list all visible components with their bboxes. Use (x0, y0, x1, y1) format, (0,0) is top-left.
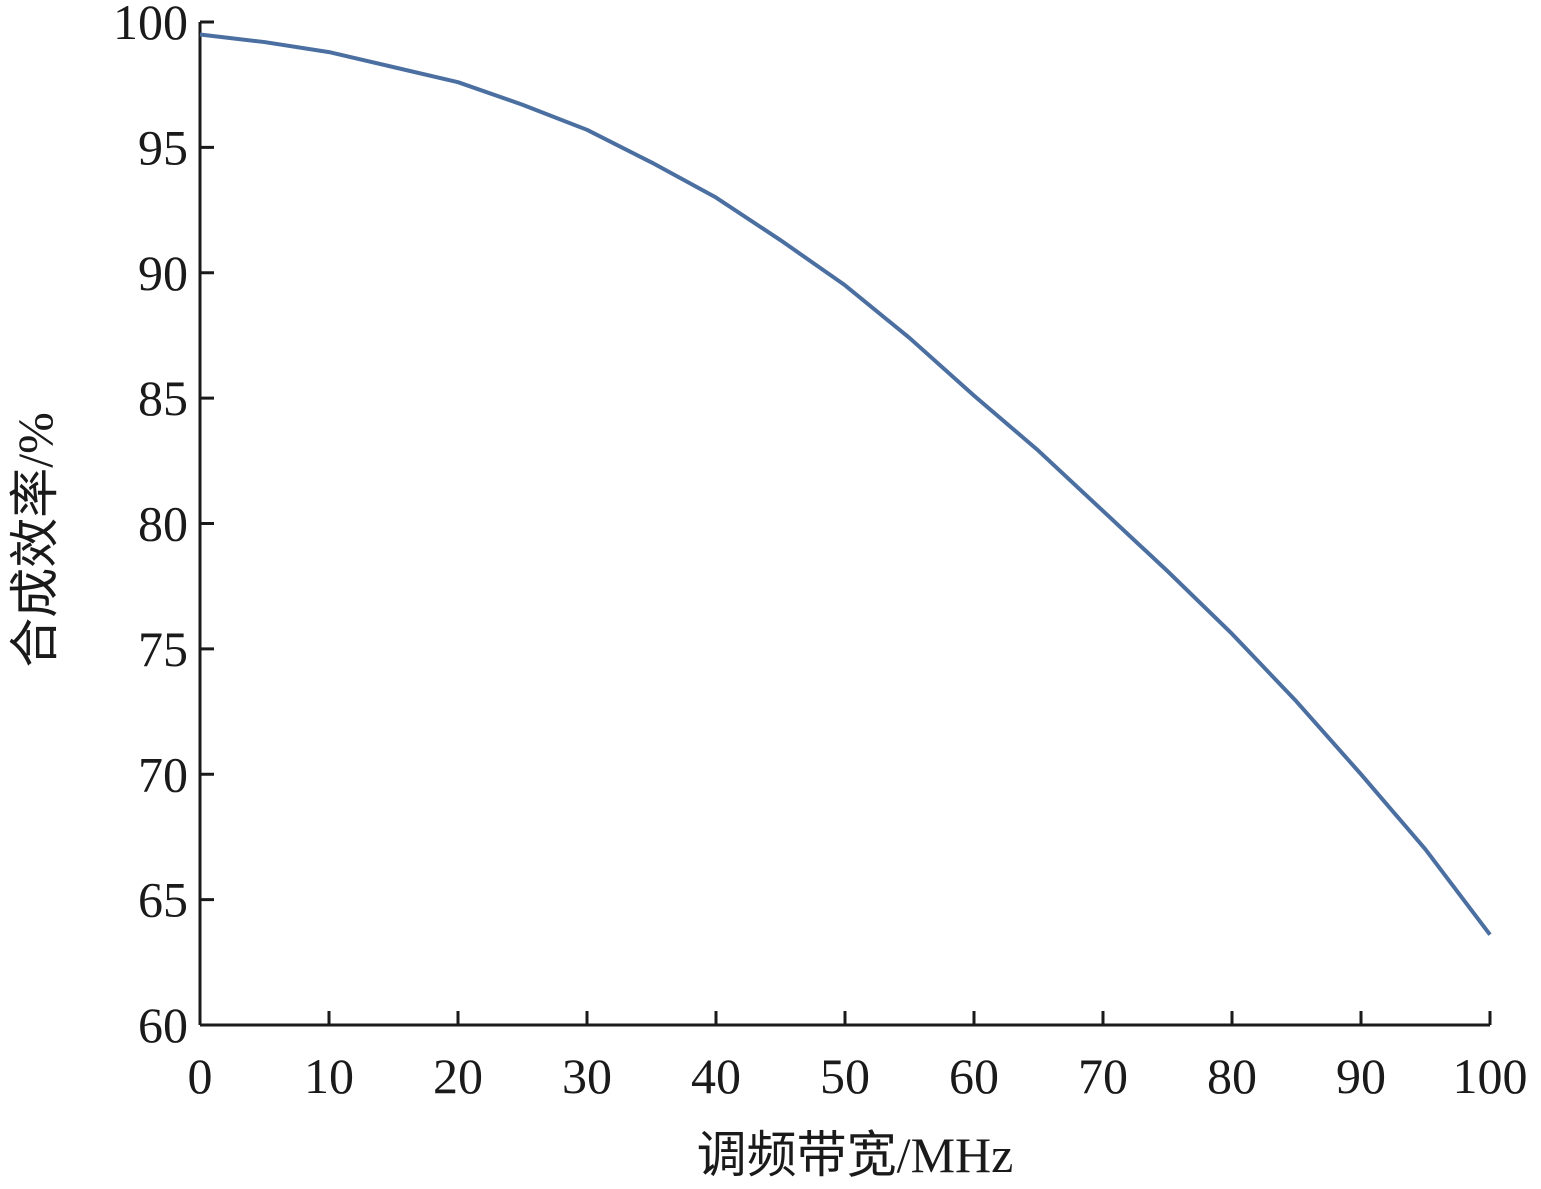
x-tick-label: 0 (188, 1048, 213, 1104)
x-tick-label: 60 (949, 1048, 999, 1104)
x-axis-label: 调频带宽/MHz (697, 1127, 1014, 1183)
x-tick-label: 90 (1336, 1048, 1386, 1104)
x-tick-label: 100 (1453, 1048, 1528, 1104)
y-tick-label: 75 (138, 621, 188, 677)
y-axis-label: 合成效率/% (7, 412, 63, 668)
x-tick-label: 70 (1078, 1048, 1128, 1104)
x-tick-label: 30 (562, 1048, 612, 1104)
x-tick-label: 40 (691, 1048, 741, 1104)
y-tick-label: 85 (138, 370, 188, 426)
x-tick-label: 10 (304, 1048, 354, 1104)
x-tick-label: 80 (1207, 1048, 1257, 1104)
y-tick-label: 100 (113, 0, 188, 50)
data-line (199, 32, 1492, 936)
y-tick-label: 65 (138, 872, 188, 928)
x-tick-label: 20 (433, 1048, 483, 1104)
y-tick-label: 60 (138, 997, 188, 1053)
y-tick-label: 70 (138, 746, 188, 802)
y-tick-label: 80 (138, 496, 188, 552)
y-tick-label: 95 (138, 119, 188, 175)
y-tick-label: 90 (138, 245, 188, 301)
x-tick-label: 50 (820, 1048, 870, 1104)
